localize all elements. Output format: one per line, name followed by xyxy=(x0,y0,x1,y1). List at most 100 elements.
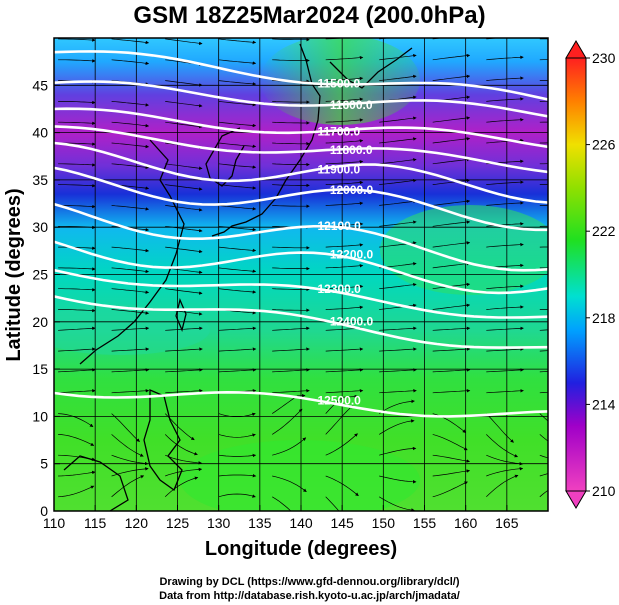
streamline xyxy=(272,266,310,271)
streamline xyxy=(325,405,354,435)
streamline xyxy=(539,267,548,269)
streamline xyxy=(486,55,524,61)
streamline xyxy=(379,199,417,206)
streamline xyxy=(165,38,203,46)
streamline xyxy=(218,433,256,438)
contour-label: 11600.0 xyxy=(330,98,373,112)
streamline xyxy=(486,118,524,123)
streamline xyxy=(218,142,257,149)
contour-label: 12200.0 xyxy=(330,247,374,261)
contour-label: 12100.0 xyxy=(317,219,361,233)
contour-line xyxy=(54,80,548,118)
streamline xyxy=(539,350,548,352)
streamline xyxy=(272,246,310,250)
colorbar-gradient xyxy=(565,57,587,492)
streamline xyxy=(111,454,149,466)
y-tick-label: 5 xyxy=(40,456,48,472)
contour-line xyxy=(54,268,548,319)
streamline xyxy=(111,413,140,442)
streamline xyxy=(539,329,548,331)
streamline xyxy=(539,489,548,498)
contour-line xyxy=(54,141,548,204)
credit-data: Data from http://database.rish.kyoto-u.a… xyxy=(159,590,460,602)
streamline xyxy=(111,288,150,294)
contour-label: 11800.0 xyxy=(330,143,373,157)
y-tick-label: 25 xyxy=(32,267,48,283)
streamline xyxy=(432,74,471,81)
streamline xyxy=(218,288,257,294)
streamline xyxy=(165,467,203,477)
streamline xyxy=(165,368,203,373)
streamline xyxy=(164,476,199,498)
streamline xyxy=(486,434,519,458)
contour-line xyxy=(54,240,548,295)
x-tick-label: 165 xyxy=(495,515,519,531)
streamline xyxy=(272,162,310,167)
streamline xyxy=(539,391,548,394)
streamline xyxy=(58,454,96,461)
colorbar-label: 230 xyxy=(592,50,616,66)
streamline xyxy=(379,419,415,435)
streamline xyxy=(111,121,150,128)
streamline xyxy=(218,347,257,352)
streamline xyxy=(432,199,471,206)
streamline xyxy=(486,97,524,102)
streamline xyxy=(111,326,150,331)
streamline xyxy=(325,347,364,352)
streamline xyxy=(486,466,524,477)
streamline xyxy=(486,389,524,394)
streamline xyxy=(165,163,203,170)
streamline xyxy=(111,368,150,373)
colorbar: 230 226 222 218 214 210 xyxy=(565,40,616,509)
streamline xyxy=(432,137,471,144)
streamline xyxy=(325,263,364,269)
streamline xyxy=(58,470,96,477)
colorbar-bottom-arrow xyxy=(565,490,587,509)
streamline xyxy=(325,201,364,206)
streamline xyxy=(165,288,203,295)
streamline xyxy=(218,205,257,211)
streamline xyxy=(58,347,96,352)
streamline xyxy=(486,222,524,227)
y-tick-label: 20 xyxy=(32,314,48,330)
colorbar-top-arrow xyxy=(565,40,587,59)
streamline xyxy=(486,76,524,81)
streamline xyxy=(165,454,202,465)
streamline xyxy=(58,100,96,105)
streamline xyxy=(164,434,198,456)
streamline xyxy=(486,180,524,185)
streamline xyxy=(58,121,96,125)
streamline xyxy=(432,116,471,123)
contour-line xyxy=(54,390,548,418)
streamline xyxy=(486,413,514,443)
streamline xyxy=(379,368,417,373)
streamline xyxy=(379,282,417,290)
x-axis-title: Longitude (degrees) xyxy=(205,538,397,560)
streamline xyxy=(539,225,548,227)
x-axis: 110 115 120 125 130 135 140 145 150 155 160 165 xyxy=(43,505,519,531)
streamline xyxy=(58,267,96,271)
streamline xyxy=(165,184,203,191)
streamline xyxy=(432,157,471,165)
streamline xyxy=(218,326,257,331)
streamline xyxy=(325,368,364,373)
streamline xyxy=(272,326,310,331)
streamline xyxy=(272,121,310,125)
streamline xyxy=(379,303,417,310)
streamline xyxy=(486,454,523,466)
colorbar-label: 218 xyxy=(592,310,616,326)
streamline xyxy=(111,101,150,107)
streamline xyxy=(272,308,310,313)
streamline xyxy=(432,261,471,269)
streamline xyxy=(111,347,150,352)
streamline xyxy=(272,183,310,188)
streamline xyxy=(218,493,256,498)
streamline xyxy=(379,158,417,165)
streamline xyxy=(218,368,257,373)
streamline xyxy=(325,55,364,61)
contour-label: 12400.0 xyxy=(330,315,374,329)
x-tick-label: 130 xyxy=(207,515,231,531)
streamline xyxy=(379,399,415,414)
credit-drawing: Drawing by DCL (https://www.gfd-dennou.o… xyxy=(159,576,460,588)
x-tick-label: 150 xyxy=(372,515,396,531)
